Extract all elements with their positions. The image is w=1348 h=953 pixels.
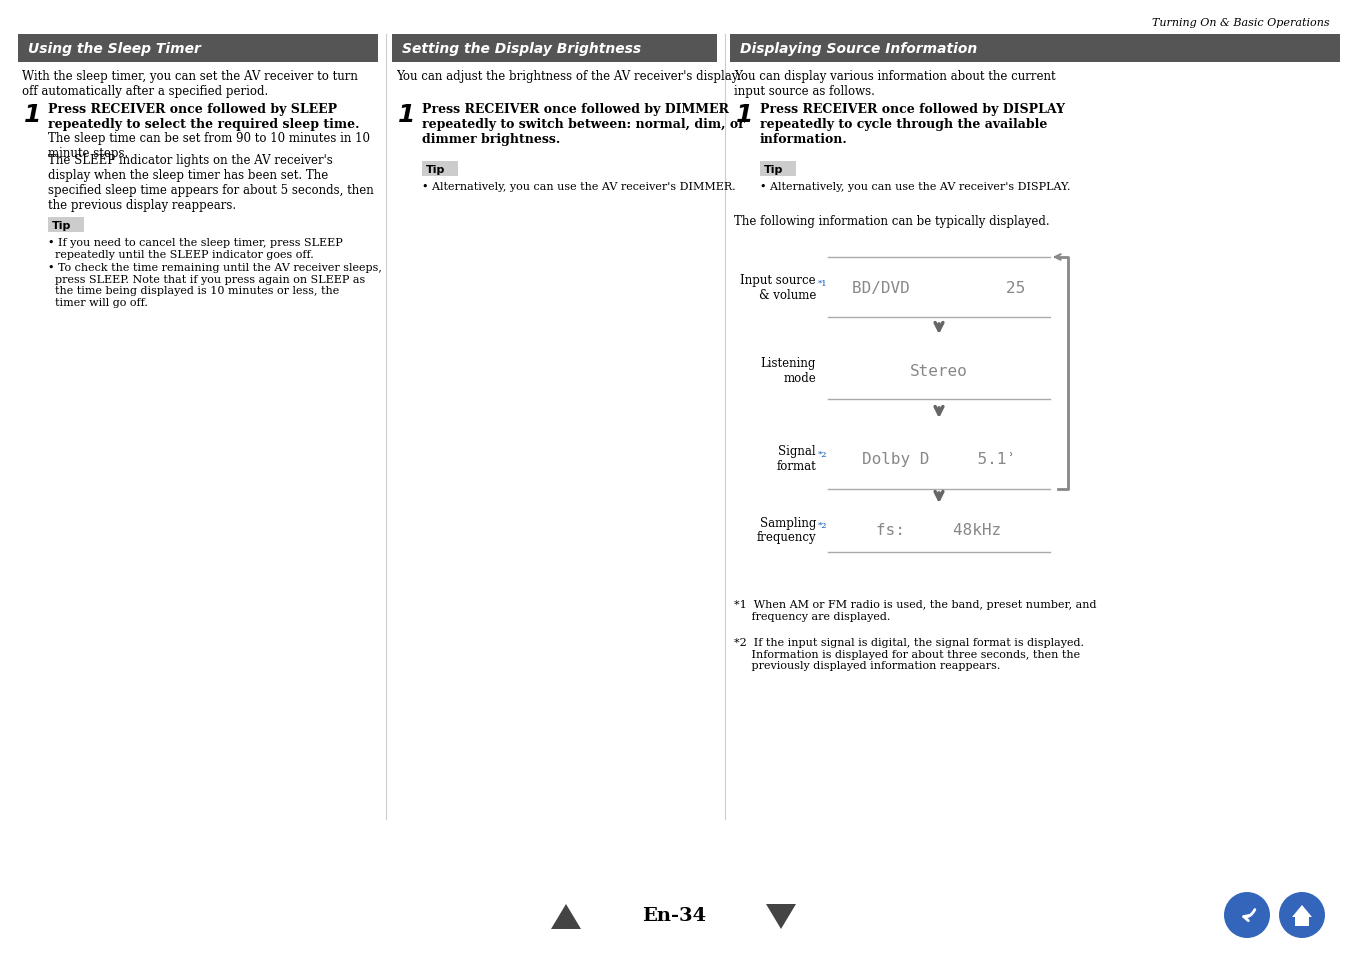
Bar (49, 218, 84, 233)
Text: Sampling
frequency: Sampling frequency (756, 516, 816, 544)
Text: *1  When AM or FM radio is used, the band, preset number, and
     frequency are: *1 When AM or FM radio is used, the band… (735, 599, 1096, 621)
Text: With the sleep timer, you can set the AV receiver to turn
off automatically afte: With the sleep timer, you can set the AV… (22, 70, 357, 98)
Text: Press RECEIVER once followed by DISPLAY
repeatedly to cycle through the availabl: Press RECEIVER once followed by DISPLAY … (760, 103, 1065, 146)
Text: En-34: En-34 (642, 906, 706, 924)
Polygon shape (551, 904, 581, 929)
Text: The SLEEP indicator lights on the AV receiver's
display when the sleep timer has: The SLEEP indicator lights on the AV rec… (49, 153, 373, 212)
Polygon shape (1295, 917, 1309, 926)
Text: Tip: Tip (426, 165, 445, 174)
Bar (731, 35, 1340, 63)
Text: • If you need to cancel the sleep timer, press SLEEP
  repeatedly until the SLEE: • If you need to cancel the sleep timer,… (49, 237, 342, 259)
Text: Tip: Tip (53, 221, 71, 231)
Text: • To check the time remaining until the AV receiver sleeps,
  press SLEEP. Note : • To check the time remaining until the … (49, 263, 381, 308)
Text: 1: 1 (736, 103, 754, 127)
Bar (18, 35, 377, 63)
Text: Press RECEIVER once followed by DIMMER
repeatedly to switch between: normal, dim: Press RECEIVER once followed by DIMMER r… (422, 103, 744, 146)
Text: • Alternatively, you can use the AV receiver's DISPLAY.: • Alternatively, you can use the AV rece… (760, 182, 1070, 192)
Text: Dolby D     5.1ʾ: Dolby D 5.1ʾ (861, 451, 1016, 466)
Text: *2: *2 (818, 522, 828, 530)
Text: The following information can be typically displayed.: The following information can be typical… (735, 214, 1050, 228)
Bar (760, 162, 797, 177)
Text: 1: 1 (398, 103, 415, 127)
Circle shape (1224, 892, 1270, 938)
Text: *2  If the input signal is digital, the signal format is displayed.
     Informa: *2 If the input signal is digital, the s… (735, 638, 1084, 671)
Text: Displaying Source Information: Displaying Source Information (740, 42, 977, 56)
Text: fs:     48kHz: fs: 48kHz (876, 522, 1002, 537)
Text: Tip: Tip (764, 165, 783, 174)
Circle shape (1279, 892, 1325, 938)
Text: Turning On & Basic Operations: Turning On & Basic Operations (1153, 18, 1330, 28)
Text: You can adjust the brightness of the AV receiver's display.: You can adjust the brightness of the AV … (396, 70, 740, 83)
Text: 1: 1 (24, 103, 42, 127)
Text: BD/DVD          25: BD/DVD 25 (852, 280, 1026, 295)
Bar (422, 162, 458, 177)
Text: Setting the Display Brightness: Setting the Display Brightness (402, 42, 642, 56)
Text: • Alternatively, you can use the AV receiver's DIMMER.: • Alternatively, you can use the AV rece… (422, 182, 736, 192)
Bar (392, 35, 717, 63)
Text: Using the Sleep Timer: Using the Sleep Timer (28, 42, 201, 56)
Text: *1: *1 (818, 280, 828, 288)
Text: Press RECEIVER once followed by SLEEP
repeatedly to select the required sleep ti: Press RECEIVER once followed by SLEEP re… (49, 103, 360, 131)
Text: Signal
format: Signal format (776, 444, 816, 473)
Text: Stereo: Stereo (910, 363, 968, 378)
Polygon shape (1291, 905, 1312, 917)
Text: The sleep time can be set from 90 to 10 minutes in 10
minute steps.: The sleep time can be set from 90 to 10 … (49, 132, 369, 160)
Text: You can display various information about the current
input source as follows.: You can display various information abou… (735, 70, 1055, 98)
Polygon shape (766, 904, 797, 929)
Text: Listening
mode: Listening mode (760, 356, 816, 385)
Text: Input source
& volume: Input source & volume (740, 274, 816, 302)
Text: *2: *2 (818, 451, 828, 458)
